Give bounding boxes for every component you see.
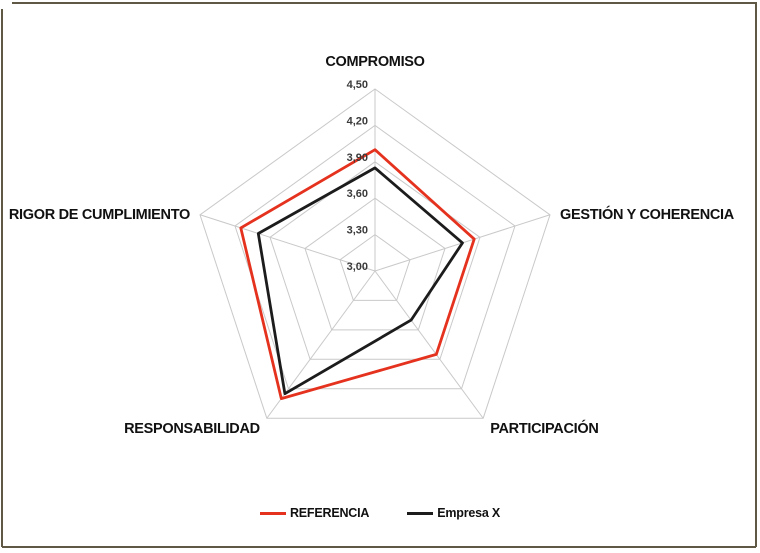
legend-item-referencia: REFERENCIA xyxy=(259,506,370,520)
legend-item-empresa-x: Empresa X xyxy=(407,506,500,520)
tick-label: 4,50 xyxy=(347,79,368,91)
series-polygon-empresa-x xyxy=(256,166,464,396)
tick-label: 3,90 xyxy=(347,152,368,164)
tick-label: 3,00 xyxy=(347,261,368,273)
grid-ring xyxy=(304,197,446,331)
category-label: PARTICIPACIÓN xyxy=(490,419,598,437)
tick-label: 4,20 xyxy=(347,115,368,127)
tick-label: 3,30 xyxy=(347,225,368,237)
axis-spoke xyxy=(199,214,376,272)
category-label: GESTIÓN Y COHERENCIA xyxy=(560,205,735,223)
category-label: COMPROMISO xyxy=(325,54,424,70)
category-label: RIGOR DE CUMPLIMIENTO xyxy=(9,207,190,223)
tick-label: 3,60 xyxy=(347,188,368,200)
referencia-line-swatch xyxy=(259,511,286,515)
grid-ring xyxy=(269,161,481,360)
axis-spoke xyxy=(374,270,484,419)
grid-ring xyxy=(339,233,411,301)
grid-ring xyxy=(199,88,551,419)
axis-spoke xyxy=(266,270,376,419)
series-polygon-referencia xyxy=(239,148,476,401)
legend-label-referencia: REFERENCIA xyxy=(289,506,370,520)
legend-label-empresa-x: Empresa X xyxy=(437,506,501,520)
empresa-x-line-swatch xyxy=(407,511,434,515)
chart-legend: REFERENCIA Empresa X xyxy=(0,506,760,520)
category-label: RESPONSABILIDAD xyxy=(124,421,260,437)
grid-ring xyxy=(234,124,516,390)
